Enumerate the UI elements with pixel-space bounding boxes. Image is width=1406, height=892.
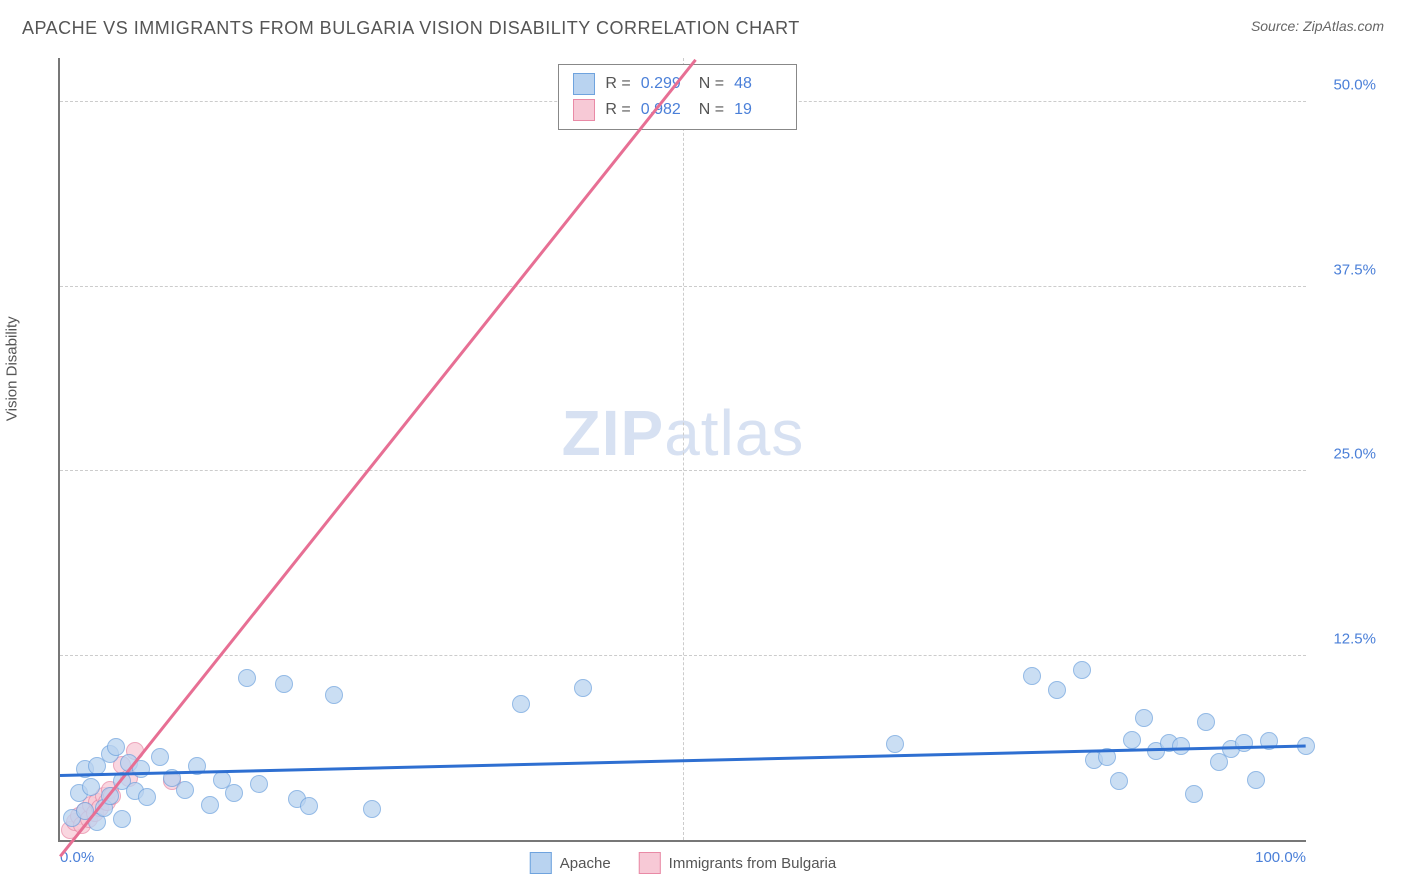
data-point-apache bbox=[1197, 713, 1215, 731]
stats-row-apache: R =0.299N =48 bbox=[573, 71, 782, 97]
watermark-atlas: atlas bbox=[664, 397, 804, 469]
data-point-apache bbox=[238, 669, 256, 687]
x-tick-label: 100.0% bbox=[1255, 849, 1306, 866]
header: APACHE VS IMMIGRANTS FROM BULGARIA VISIO… bbox=[0, 0, 1406, 47]
data-point-apache bbox=[82, 778, 100, 796]
stat-r-label: R = bbox=[605, 75, 630, 93]
data-point-apache bbox=[201, 796, 219, 814]
legend-item-bulgaria: Immigrants from Bulgaria bbox=[639, 852, 837, 874]
legend-item-apache: Apache bbox=[530, 852, 611, 874]
data-point-apache bbox=[107, 738, 125, 756]
trend-line-bulgaria bbox=[59, 58, 696, 856]
data-point-apache bbox=[275, 675, 293, 693]
data-point-apache bbox=[1110, 772, 1128, 790]
swatch-bulgaria bbox=[573, 99, 595, 121]
data-point-apache bbox=[138, 788, 156, 806]
legend-swatch-apache bbox=[530, 852, 552, 874]
y-tick-label: 37.5% bbox=[1316, 261, 1376, 278]
y-tick-label: 50.0% bbox=[1316, 77, 1376, 94]
data-point-apache bbox=[1123, 731, 1141, 749]
stats-box: R =0.299N =48R =0.982N =19 bbox=[558, 64, 797, 130]
data-point-apache bbox=[176, 781, 194, 799]
data-point-apache bbox=[151, 748, 169, 766]
gridline-v bbox=[683, 58, 684, 840]
legend-swatch-bulgaria bbox=[639, 852, 661, 874]
y-axis-label: Vision Disability bbox=[4, 316, 21, 421]
data-point-apache bbox=[363, 800, 381, 818]
data-point-apache bbox=[1247, 771, 1265, 789]
legend: Apache Immigrants from Bulgaria bbox=[530, 852, 836, 874]
data-point-apache bbox=[225, 784, 243, 802]
stat-n-value-bulgaria: 19 bbox=[734, 101, 782, 119]
data-point-apache bbox=[1048, 681, 1066, 699]
stats-row-bulgaria: R =0.982N =19 bbox=[573, 97, 782, 123]
data-point-apache bbox=[574, 679, 592, 697]
data-point-apache bbox=[1135, 709, 1153, 727]
watermark-zip: ZIP bbox=[562, 397, 665, 469]
data-point-apache bbox=[113, 810, 131, 828]
legend-label-bulgaria: Immigrants from Bulgaria bbox=[669, 855, 837, 872]
plot-area: ZIPatlas 12.5%25.0%37.5%50.0%0.0%100.0%R… bbox=[58, 58, 1306, 842]
stat-n-value-apache: 48 bbox=[734, 75, 782, 93]
stat-n-label: N = bbox=[699, 75, 724, 93]
legend-label-apache: Apache bbox=[560, 855, 611, 872]
data-point-apache bbox=[512, 695, 530, 713]
chart-title: APACHE VS IMMIGRANTS FROM BULGARIA VISIO… bbox=[22, 18, 800, 39]
data-point-apache bbox=[325, 686, 343, 704]
data-point-apache bbox=[1235, 734, 1253, 752]
y-tick-label: 12.5% bbox=[1316, 630, 1376, 647]
data-point-apache bbox=[300, 797, 318, 815]
data-point-apache bbox=[1172, 737, 1190, 755]
y-tick-label: 25.0% bbox=[1316, 446, 1376, 463]
data-point-apache bbox=[886, 735, 904, 753]
swatch-apache bbox=[573, 73, 595, 95]
stat-r-label: R = bbox=[605, 101, 630, 119]
source-attribution: Source: ZipAtlas.com bbox=[1251, 18, 1384, 34]
data-point-apache bbox=[1023, 667, 1041, 685]
stat-n-label: N = bbox=[699, 101, 724, 119]
data-point-apache bbox=[250, 775, 268, 793]
data-point-apache bbox=[1073, 661, 1091, 679]
data-point-apache bbox=[1185, 785, 1203, 803]
chart-container: Vision Disability ZIPatlas 12.5%25.0%37.… bbox=[22, 48, 1396, 882]
